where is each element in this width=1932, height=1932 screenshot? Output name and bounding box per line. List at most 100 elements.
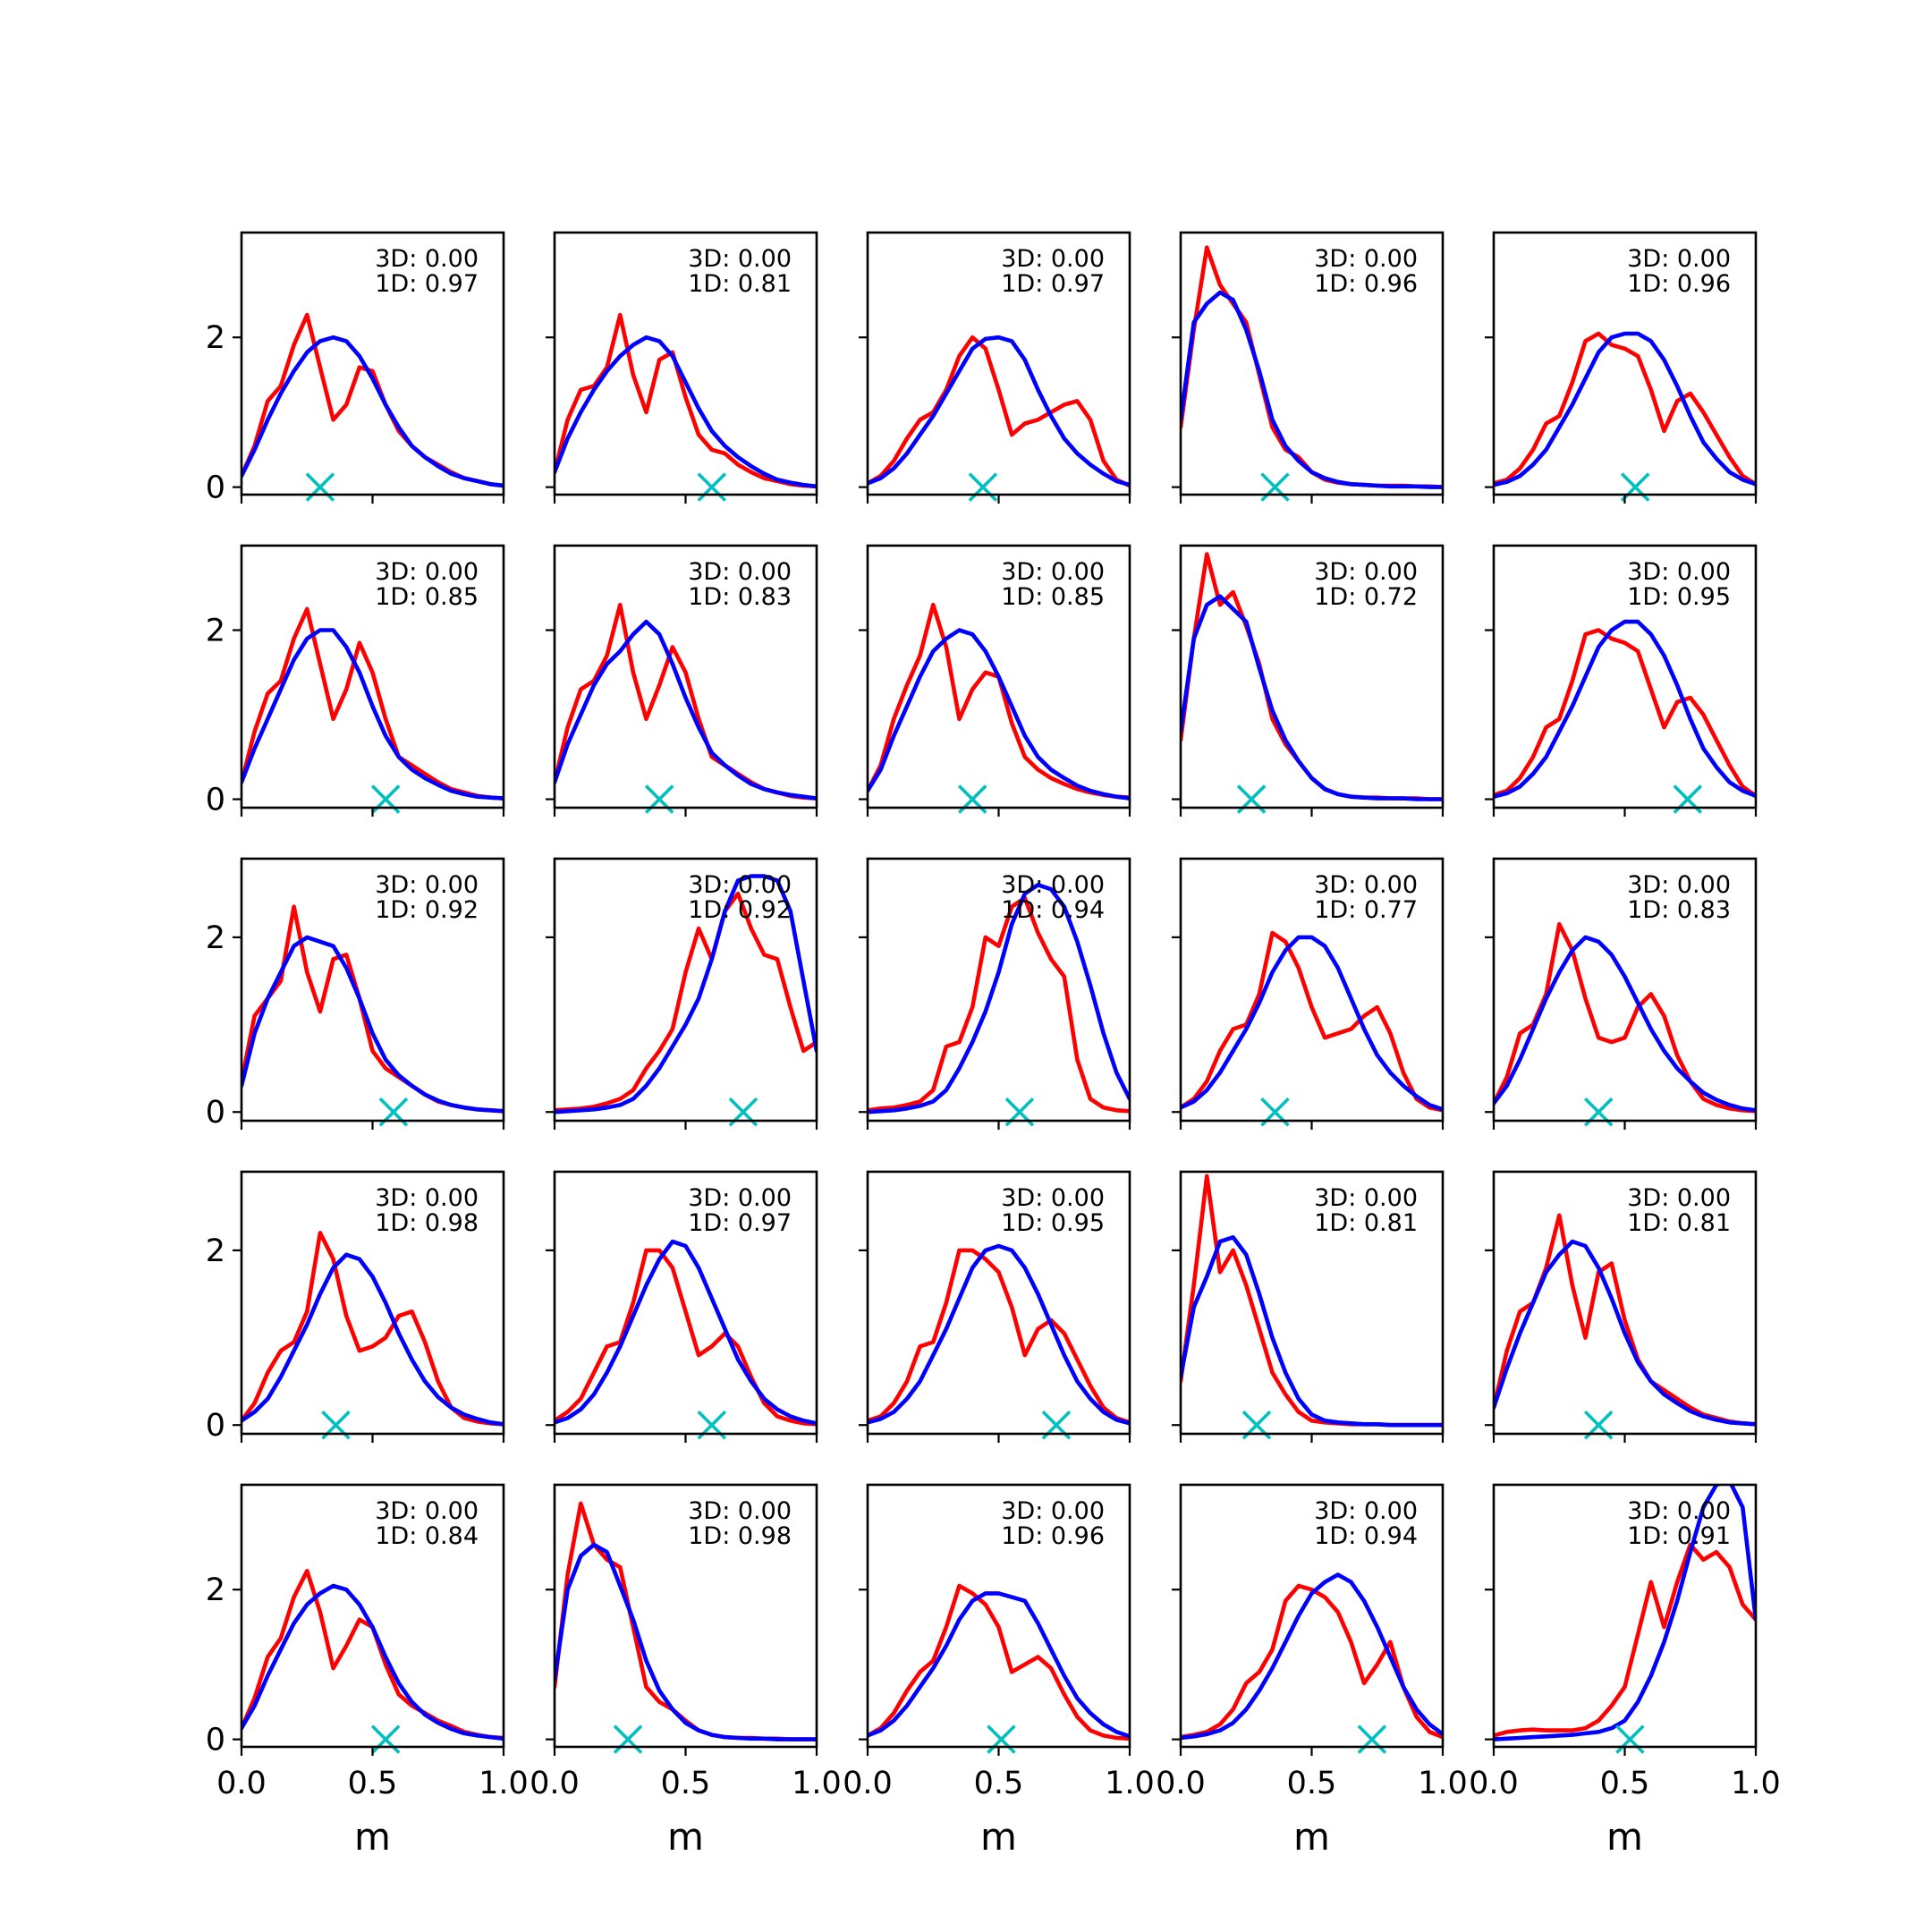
annotation-3d: 3D: 0.00 (1627, 245, 1731, 273)
annotation-3d: 3D: 0.00 (1001, 558, 1105, 586)
annotation-3d: 3D: 0.00 (688, 245, 792, 273)
red-series-line (1181, 1583, 1443, 1740)
blue-series-line (1494, 1485, 1756, 1741)
annotation-3d: 3D: 0.00 (1627, 1184, 1731, 1212)
blue-series-line (868, 628, 1130, 801)
red-series-line (1494, 1213, 1756, 1427)
x-tick-label: 0.5 (661, 1766, 711, 1801)
y-tick-label: 2 (206, 614, 225, 649)
blue-series-line (1494, 619, 1756, 799)
annotation-1d: 1D: 0.92 (688, 896, 792, 924)
y-tick-label: 2 (206, 1572, 225, 1608)
x-marker-stroke (1357, 1724, 1387, 1754)
x-tick-label: 0.0 (1156, 1766, 1206, 1801)
x-marker (370, 1724, 401, 1754)
y-tick-label: 0 (206, 470, 225, 506)
x-tick-label: 0.0 (216, 1766, 267, 1801)
x-marker-stroke (697, 472, 727, 502)
red-series-line (1494, 628, 1756, 799)
red-series-line (868, 895, 1130, 1114)
annotation-1d: 1D: 0.96 (1627, 270, 1731, 298)
blue-series-line (1494, 1239, 1756, 1427)
annotation-3d: 3D: 0.00 (1001, 1497, 1105, 1525)
x-tick-label: 0.5 (1287, 1766, 1337, 1801)
x-marker (697, 472, 727, 502)
x-marker-stroke (305, 472, 335, 502)
x-marker-stroke (613, 1724, 643, 1754)
red-series-line (868, 1248, 1130, 1425)
annotation-3d: 3D: 0.00 (375, 558, 479, 586)
x-axis-label: m (980, 1815, 1017, 1859)
red-series-line (555, 891, 817, 1113)
x-marker-stroke (1615, 1724, 1645, 1754)
x-marker (613, 1724, 643, 1754)
blue-series-line (1494, 935, 1756, 1113)
annotation-3d: 3D: 0.00 (1314, 1184, 1418, 1212)
blue-series-line (1181, 594, 1443, 801)
annotation-1d: 1D: 0.85 (1001, 583, 1105, 611)
blue-series-line (555, 874, 817, 1114)
x-marker (987, 1724, 1016, 1754)
y-tick-label: 2 (206, 1233, 225, 1269)
annotation-1d: 1D: 0.96 (1314, 270, 1418, 298)
annotation-1d: 1D: 0.92 (375, 896, 479, 924)
annotation-3d: 3D: 0.00 (688, 558, 792, 586)
x-tick-label: 0.0 (843, 1766, 893, 1801)
blue-series-line (1181, 290, 1443, 489)
blue-series-line (868, 883, 1130, 1114)
annotation-1d: 1D: 0.97 (375, 270, 479, 298)
x-tick-label: 0.5 (974, 1766, 1024, 1801)
x-tick-label: 1.0 (1418, 1766, 1468, 1801)
annotation-3d: 3D: 0.00 (375, 1497, 479, 1525)
annotation-3d: 3D: 0.00 (1001, 1184, 1105, 1212)
annotation-3d: 3D: 0.00 (1314, 871, 1418, 899)
x-tick-label: 0.0 (530, 1766, 580, 1801)
x-marker (1620, 472, 1650, 502)
annotation-1d: 1D: 0.98 (375, 1209, 479, 1237)
y-tick-label: 0 (206, 1408, 225, 1444)
blue-series-line (242, 335, 504, 488)
blue-series-line (868, 335, 1130, 487)
red-series-line (868, 335, 1130, 488)
blue-series-line (242, 1252, 504, 1427)
blue-series-line (868, 1243, 1130, 1426)
red-series-line (555, 312, 817, 489)
blue-series-line (242, 935, 504, 1114)
x-tick-label: 0.5 (348, 1766, 398, 1801)
annotation-3d: 3D: 0.00 (1314, 245, 1418, 273)
x-tick-label: 1.0 (479, 1766, 529, 1801)
red-series-line (1494, 1542, 1756, 1738)
annotation-1d: 1D: 0.95 (1627, 583, 1731, 611)
annotation-1d: 1D: 0.98 (688, 1522, 792, 1550)
blue-series-line (555, 619, 817, 801)
annotation-1d: 1D: 0.85 (375, 583, 479, 611)
x-tick-label: 0.0 (1469, 1766, 1519, 1801)
annotation-1d: 1D: 0.97 (688, 1209, 792, 1237)
x-marker-stroke (1260, 472, 1290, 502)
blue-series-line (1494, 331, 1756, 487)
y-tick-label: 0 (206, 1723, 225, 1758)
red-series-line (1494, 331, 1756, 487)
blue-series-line (242, 1583, 504, 1741)
annotation-3d: 3D: 0.00 (375, 1184, 479, 1212)
annotation-1d: 1D: 0.81 (688, 270, 792, 298)
x-marker (968, 472, 998, 502)
annotation-1d: 1D: 0.81 (1627, 1209, 1731, 1237)
annotation-1d: 1D: 0.94 (1001, 896, 1105, 924)
